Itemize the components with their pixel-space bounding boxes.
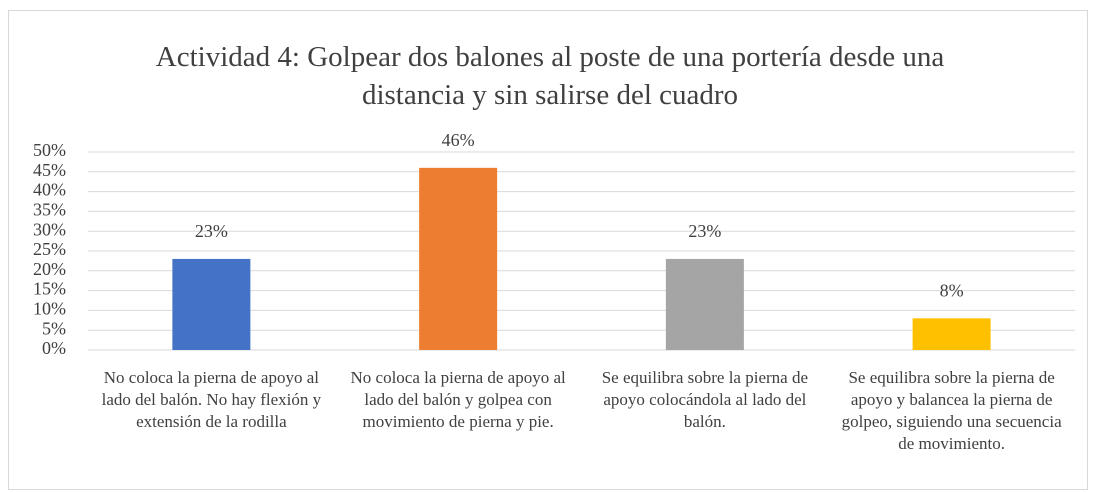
- y-tick-label: 0%: [42, 338, 66, 358]
- chart-frame: [8, 10, 1088, 490]
- bar: [419, 167, 498, 350]
- y-tick-label: 10%: [33, 299, 66, 319]
- y-tick-label: 50%: [33, 140, 66, 160]
- y-tick-label: 20%: [33, 259, 66, 279]
- x-tick-label: Se equilibra sobre la pierna de apoyo co…: [601, 368, 809, 431]
- data-label: 8%: [940, 280, 964, 300]
- data-label: 23%: [195, 221, 228, 241]
- data-label: 46%: [442, 130, 475, 150]
- y-tick-label: 5%: [42, 318, 66, 338]
- x-tick-label: No coloca la pierna de apoyo al lado del…: [350, 368, 566, 431]
- y-tick-label: 15%: [33, 279, 66, 299]
- x-tick-label: Se equilibra sobre la pierna de apoyo y …: [841, 368, 1062, 453]
- bar: [912, 318, 991, 350]
- y-tick-label: 25%: [33, 239, 66, 259]
- y-tick-label: 40%: [33, 180, 66, 200]
- y-tick-label: 30%: [33, 219, 66, 239]
- chart-title: Actividad 4: Golpear dos balones al post…: [155, 41, 945, 111]
- bar: [665, 258, 744, 350]
- y-tick-label: 45%: [33, 160, 66, 180]
- bar: [172, 258, 251, 350]
- y-tick-label: 35%: [33, 200, 66, 220]
- x-tick-label: No coloca la pierna de apoyo al lado del…: [101, 368, 322, 431]
- data-label: 23%: [688, 221, 721, 241]
